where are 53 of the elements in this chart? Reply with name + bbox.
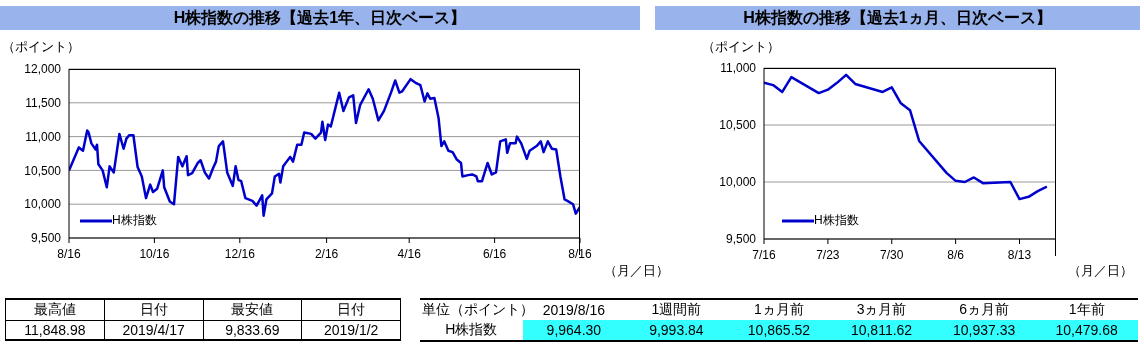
legend-label: H株指数 [112, 212, 157, 229]
text: 最高値 [5, 299, 105, 321]
text: 9,993.84 [625, 320, 728, 341]
x-tick-label: 6/16 [482, 246, 507, 261]
text: 日付 [301, 299, 401, 321]
y-tick-label: 10,000 [719, 175, 757, 190]
text: 6ヵ月前 [932, 299, 1036, 320]
text: 1週間前 [625, 299, 728, 320]
y-tick-label: 9,500 [725, 232, 757, 247]
legend-label: H株指数 [814, 212, 859, 229]
chart-title: H株指数の推移【過去1ヵ月、日次ベース】 [655, 6, 1140, 30]
x-tick-label: 10/16 [139, 246, 170, 261]
text: 日付 [104, 299, 203, 321]
text: 10,811.62 [830, 320, 933, 341]
text: 9,964.30 [522, 320, 626, 341]
y-tick-label: 10,500 [24, 163, 62, 178]
text: 10,865.52 [727, 320, 831, 341]
text: 2019/4/17 [104, 320, 203, 340]
x-tick-label: 2/16 [314, 246, 339, 261]
x-tick-label: 8/13 [1007, 247, 1032, 262]
line-series [764, 73, 1049, 201]
text: 9,833.69 [203, 320, 302, 340]
text: 1ヵ月前 [727, 299, 831, 320]
x-axis-title: （月／日） [1068, 262, 1133, 280]
x-tick-label: 7/23 [816, 247, 840, 262]
x-tick-label: 8/16 [568, 246, 592, 261]
text: 単位（ポイント） [421, 300, 534, 319]
chart-title: H株指数の推移【過去1年、日次ベース】 [0, 6, 640, 30]
x-tick-label: 4/16 [397, 246, 422, 261]
text: 10,479.68 [1035, 320, 1138, 341]
x-tick-label: 8/16 [57, 246, 81, 261]
x-tick-label: 12/16 [224, 246, 256, 261]
text: 11,848.98 [5, 320, 105, 340]
text: 1年前 [1035, 299, 1138, 320]
y-tick-label: 10,000 [24, 197, 62, 212]
x-tick-label: 7/16 [752, 247, 776, 262]
text: 3ヵ月前 [830, 299, 933, 320]
text: 最安値 [203, 299, 302, 321]
y-tick-label: 11,000 [720, 61, 757, 76]
y-axis-title: （ポイント） [2, 38, 80, 56]
y-axis-title: （ポイント） [702, 38, 780, 56]
text: 2019/1/2 [301, 320, 401, 340]
y-tick-label: 9,500 [30, 231, 62, 246]
x-tick-label: 8/6 [947, 247, 965, 262]
y-tick-label: 10,500 [719, 118, 757, 133]
text: 2019/8/16 [542, 302, 605, 318]
x-axis-title: （月／日） [604, 262, 669, 280]
text: H株指数 [420, 320, 523, 341]
text: 10,937.33 [932, 320, 1036, 341]
y-tick-label: 11,500 [25, 96, 62, 111]
y-tick-label: 11,000 [25, 129, 62, 144]
y-tick-label: 12,000 [24, 62, 62, 77]
x-tick-label: 7/30 [880, 247, 904, 262]
